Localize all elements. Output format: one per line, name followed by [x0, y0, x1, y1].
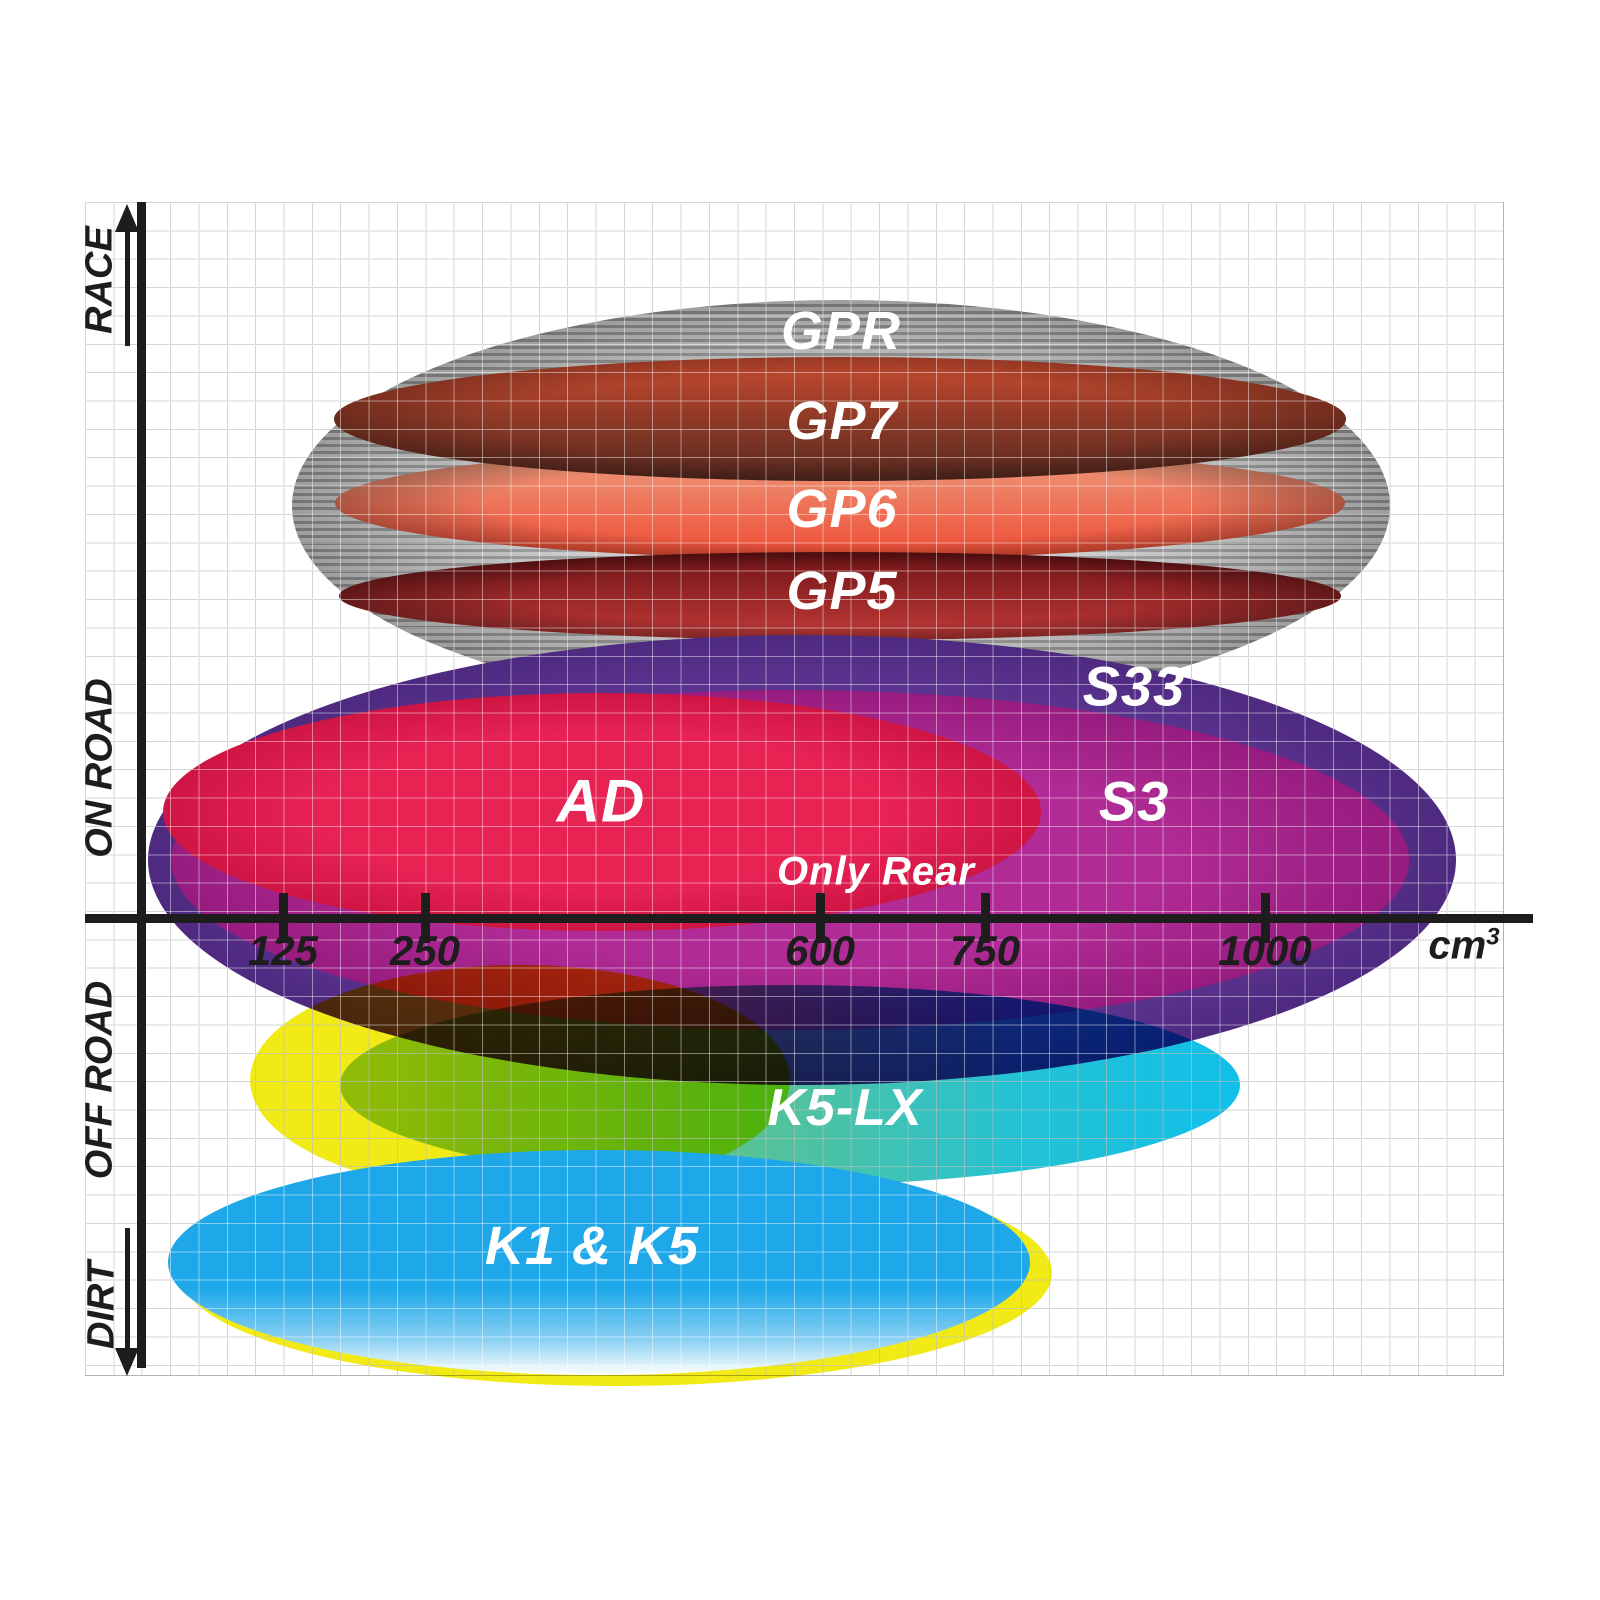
dirt-arrow-icon [115, 1348, 139, 1376]
ellipse-k5lx [340, 985, 1240, 1185]
x-tick-125 [279, 893, 288, 943]
ellipse-k1k5 [168, 1150, 1030, 1375]
y-label-on-road: ON ROAD [78, 678, 121, 858]
label-s33: S33 [1082, 654, 1186, 718]
x-tick-600 [816, 893, 825, 943]
label-gp5: GP5 [786, 561, 898, 621]
y-label-dirt: DIRT [80, 1261, 123, 1349]
x-tick-250 [421, 893, 430, 943]
x-tick-750 [981, 893, 990, 943]
x-axis-unit: cm3 [1428, 923, 1499, 968]
label-gpr: GPR [780, 301, 902, 361]
x-tick-label-250: 250 [389, 927, 461, 974]
x-tick-label-750: 750 [949, 927, 1021, 974]
label-gp7: GP7 [786, 391, 898, 451]
dirt-arrow-line [125, 1228, 130, 1350]
label-k5lx: K5-LX [767, 1079, 923, 1137]
ellipse-gp5 [339, 552, 1341, 640]
label-only-rear: Only Rear [777, 849, 975, 894]
ellipse-ad [163, 693, 1041, 931]
unit-sup: 3 [1486, 923, 1500, 951]
race-arrow-line [125, 228, 130, 346]
unit-base: cm [1428, 923, 1487, 968]
race-arrow-icon [115, 204, 139, 232]
x-tick-1000 [1261, 893, 1270, 943]
x-tick-label-600: 600 [784, 927, 856, 974]
label-k1k5: K1 & K5 [484, 1216, 700, 1276]
y-label-off-road: OFF ROAD [78, 980, 121, 1180]
ellipse-gp7 [334, 357, 1346, 481]
y-label-race: RACE [78, 226, 121, 334]
label-ad: AD [556, 767, 646, 835]
x-axis-line [85, 914, 1533, 923]
label-gp6: GP6 [786, 479, 898, 539]
x-tick-label-1000: 1000 [1218, 927, 1312, 974]
label-s3: S3 [1098, 769, 1170, 833]
x-tick-label-125: 125 [247, 927, 319, 974]
y-axis-line [137, 202, 146, 1368]
